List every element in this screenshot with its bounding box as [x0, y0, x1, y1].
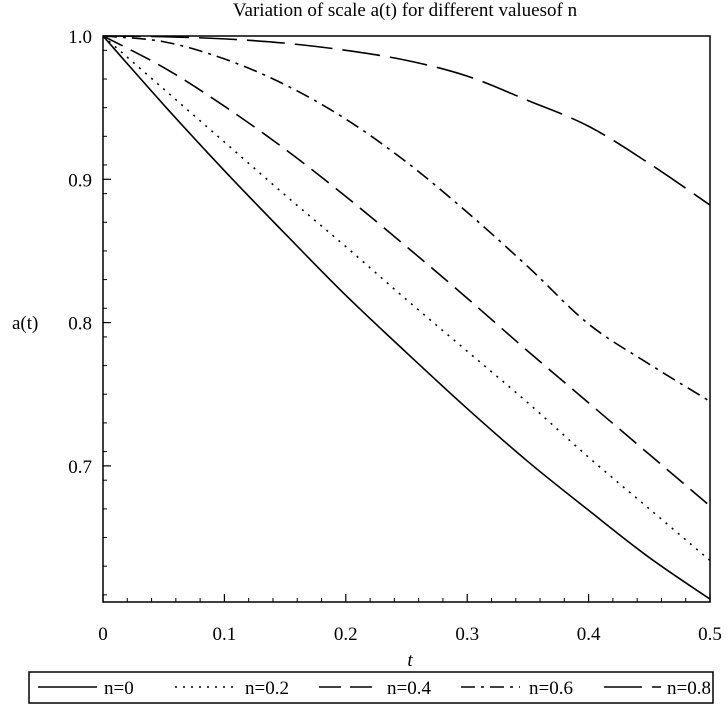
series-line-4: [102, 35, 711, 206]
legend-label-4: n=0.8: [667, 678, 711, 699]
x-tick-label: 0.4: [577, 624, 601, 645]
axis-layer: 0 0.1 0.2 0.3 0.4 0.5 0.7 0.8 0.9 1.0: [68, 27, 722, 645]
series-layer: [102, 35, 711, 600]
y-tick-label: 0.9: [68, 170, 92, 191]
chart-title: Variation of scale a(t) for different va…: [233, 0, 578, 21]
legend-items: n=0 n=0.2 n=0.4 n=0.6 n=0.8: [38, 678, 711, 699]
series-line-2: [102, 35, 711, 507]
x-tick-label: 0.5: [698, 624, 722, 645]
x-axis-label: t: [407, 650, 413, 671]
y-axis-label: a(t): [12, 313, 38, 334]
x-tick-label: 0: [98, 624, 108, 645]
y-tick-label: 1.0: [68, 27, 92, 48]
legend-label-3: n=0.6: [529, 678, 573, 699]
x-tick-label: 0.1: [213, 624, 237, 645]
y-tick-label: 0.8: [68, 314, 92, 335]
series-line-3: [102, 35, 711, 403]
series-line-1: [102, 35, 711, 562]
legend-label-1: n=0.2: [245, 678, 289, 699]
plot-frame: [102, 35, 711, 603]
x-tick-label: 0.2: [334, 624, 358, 645]
legend: n=0 n=0.2 n=0.4 n=0.6 n=0.8: [28, 671, 714, 704]
legend-label-0: n=0: [104, 678, 134, 699]
y-tick-label: 0.7: [68, 457, 92, 478]
x-tick-label: 0.3: [455, 624, 479, 645]
series-line-0: [102, 35, 711, 600]
legend-label-2: n=0.4: [387, 678, 431, 699]
